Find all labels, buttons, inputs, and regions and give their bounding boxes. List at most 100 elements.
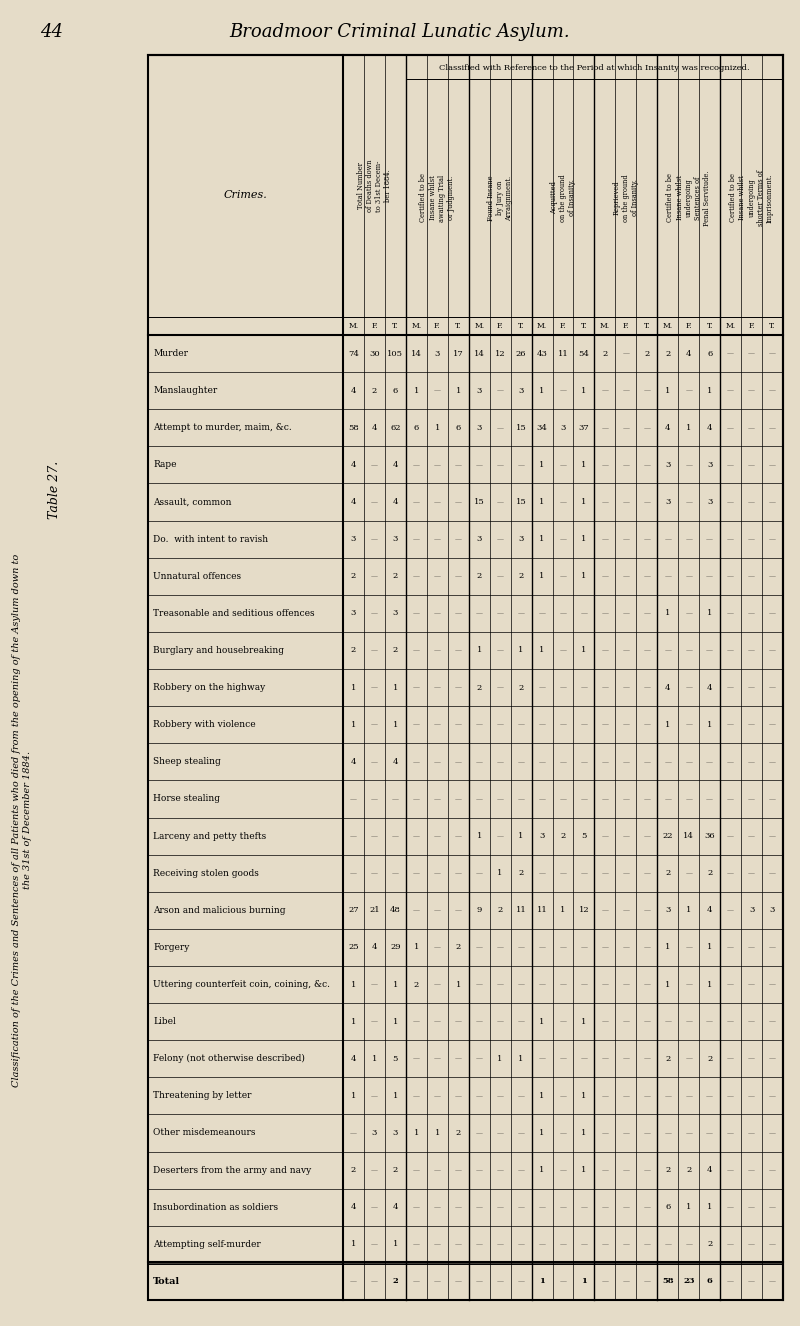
Text: 2: 2 [414,980,419,988]
Text: —: — [602,1277,609,1285]
Text: —: — [581,980,587,988]
Text: Assault, common: Assault, common [153,497,231,507]
Text: —: — [686,536,692,544]
Text: —: — [559,1203,566,1211]
Text: 5: 5 [582,831,586,841]
Text: 1: 1 [393,721,398,729]
Text: —: — [413,906,420,915]
Text: —: — [413,1017,420,1025]
Text: —: — [476,796,482,804]
Text: 2: 2 [665,350,670,358]
Text: —: — [454,1091,462,1099]
Text: —: — [413,461,420,469]
Text: —: — [371,1017,378,1025]
Text: 3: 3 [393,610,398,618]
Text: T.: T. [706,322,713,330]
Text: 2: 2 [477,684,482,692]
Text: —: — [371,647,378,655]
Text: —: — [497,424,504,432]
Text: Receiving stolen goods: Receiving stolen goods [153,869,259,878]
Text: 2: 2 [498,906,502,915]
Text: —: — [769,461,776,469]
Text: —: — [643,424,650,432]
Text: —: — [769,536,776,544]
Text: —: — [706,1091,713,1099]
Text: 1: 1 [707,387,712,395]
Text: 36: 36 [704,831,715,841]
Text: 1: 1 [582,499,586,507]
Text: —: — [559,943,566,951]
Text: 4: 4 [350,1054,356,1062]
Text: T.: T. [518,322,524,330]
Text: —: — [748,869,755,878]
Text: 3: 3 [350,610,356,618]
Text: —: — [748,647,755,655]
Text: —: — [371,536,378,544]
Text: 2: 2 [518,869,524,878]
Text: —: — [476,1166,482,1174]
Text: —: — [622,684,630,692]
Text: 1: 1 [350,1017,356,1025]
Text: —: — [602,906,609,915]
Text: —: — [727,943,734,951]
Text: 2: 2 [686,1166,691,1174]
Text: 2: 2 [560,831,566,841]
Text: —: — [727,573,734,581]
Text: —: — [413,1240,420,1248]
Text: —: — [434,1166,441,1174]
Text: —: — [643,980,650,988]
Text: 17: 17 [453,350,464,358]
Text: Threatening by letter: Threatening by letter [153,1091,251,1101]
Text: —: — [727,1203,734,1211]
Text: —: — [748,796,755,804]
Text: —: — [643,1054,650,1062]
Text: —: — [559,573,566,581]
Text: —: — [454,906,462,915]
Text: 1: 1 [686,906,691,915]
Text: —: — [371,980,378,988]
Text: —: — [497,1277,504,1285]
Text: Felony (not otherwise described): Felony (not otherwise described) [153,1054,305,1063]
Text: 11: 11 [558,350,568,358]
Text: —: — [434,1017,441,1025]
Text: —: — [497,536,504,544]
Text: 1: 1 [393,980,398,988]
Text: —: — [602,610,609,618]
Text: —: — [643,1203,650,1211]
Text: —: — [622,869,630,878]
Text: —: — [350,869,357,878]
Text: —: — [559,499,566,507]
Text: 1: 1 [581,1277,587,1285]
Text: 2: 2 [351,1166,356,1174]
Text: 1: 1 [665,610,670,618]
Text: —: — [497,647,504,655]
Text: —: — [518,1277,525,1285]
Text: —: — [727,980,734,988]
Text: 1: 1 [350,684,356,692]
Text: —: — [602,869,609,878]
Text: —: — [622,906,630,915]
Text: Deserters from the army and navy: Deserters from the army and navy [153,1166,311,1175]
Text: 1: 1 [372,1054,377,1062]
Text: —: — [413,1091,420,1099]
Text: —: — [769,350,776,358]
Text: —: — [622,350,630,358]
Text: Sheep stealing: Sheep stealing [153,757,221,766]
Text: —: — [686,1091,692,1099]
Text: 2: 2 [518,573,524,581]
Text: Broadmoor Criminal Lunatic Asylum.: Broadmoor Criminal Lunatic Asylum. [230,23,570,41]
Text: —: — [706,1128,713,1136]
Text: Murder: Murder [153,349,188,358]
Text: —: — [622,1203,630,1211]
Text: —: — [559,684,566,692]
Text: F.: F. [371,322,378,330]
Text: Classification of the Crimes and Sentences of all Patients who died from the ope: Classification of the Crimes and Sentenc… [12,553,32,1086]
Text: —: — [727,350,734,358]
Text: —: — [454,721,462,729]
Text: 3: 3 [477,387,482,395]
Text: —: — [769,610,776,618]
Text: 3: 3 [372,1128,377,1136]
Text: 1: 1 [686,1203,691,1211]
Text: 25: 25 [348,943,358,951]
Text: —: — [643,796,650,804]
